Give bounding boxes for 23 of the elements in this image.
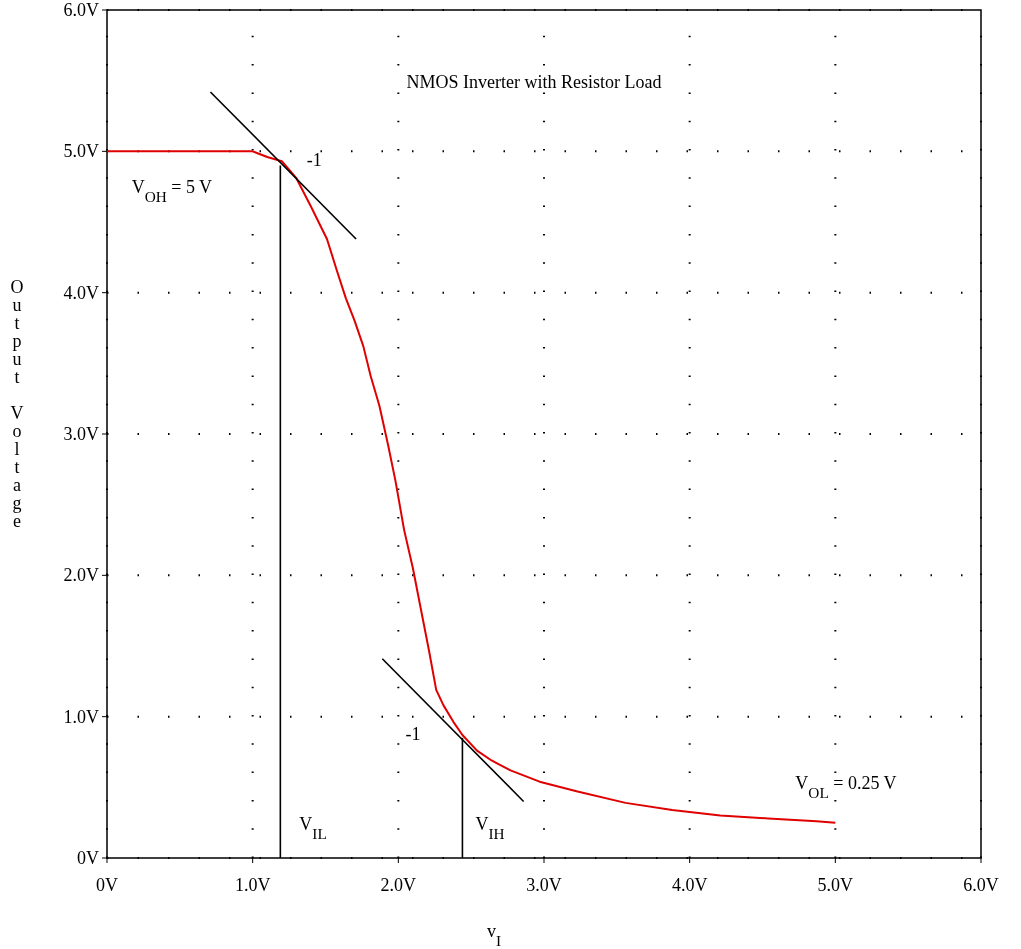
annotation: V$_{OL}$ = 0.25 V <box>795 772 897 801</box>
annotation: V$_{IL}$ <box>299 814 327 842</box>
x-tick-label: 4.0V <box>671 875 708 895</box>
x-tick-label: 6.0V <box>963 875 999 895</box>
annotation: V$_{OH}$ = 5 V <box>131 177 213 205</box>
y-tick-label: 4.0V <box>63 282 99 303</box>
y-tick-label: 1.0V <box>63 706 99 727</box>
x-tick-label: 3.0V <box>526 875 562 895</box>
y-tick-label: 2.0V <box>63 565 99 586</box>
x-tick-label: 2.0V <box>380 875 417 895</box>
annotation: V$_{IH}$ <box>475 814 505 842</box>
x-tick-label: 0V <box>96 875 118 895</box>
y-tick-label: 0V <box>77 848 99 868</box>
x-tick-label: 5.0V <box>817 875 854 895</box>
x-axis-title: v$_{I}$ <box>486 921 502 949</box>
annotation: -1 <box>306 150 322 171</box>
x-tick-label: 1.0V <box>234 875 271 895</box>
y-tick-label: 6.0V <box>63 0 99 20</box>
text: NMOS Inverter with Resistor Load <box>406 71 662 92</box>
annotation: -1 <box>405 724 421 745</box>
y-tick-label: 5.0V <box>63 141 99 162</box>
text: Output Voltage <box>10 277 24 531</box>
y-tick-label: 3.0V <box>63 424 99 444</box>
